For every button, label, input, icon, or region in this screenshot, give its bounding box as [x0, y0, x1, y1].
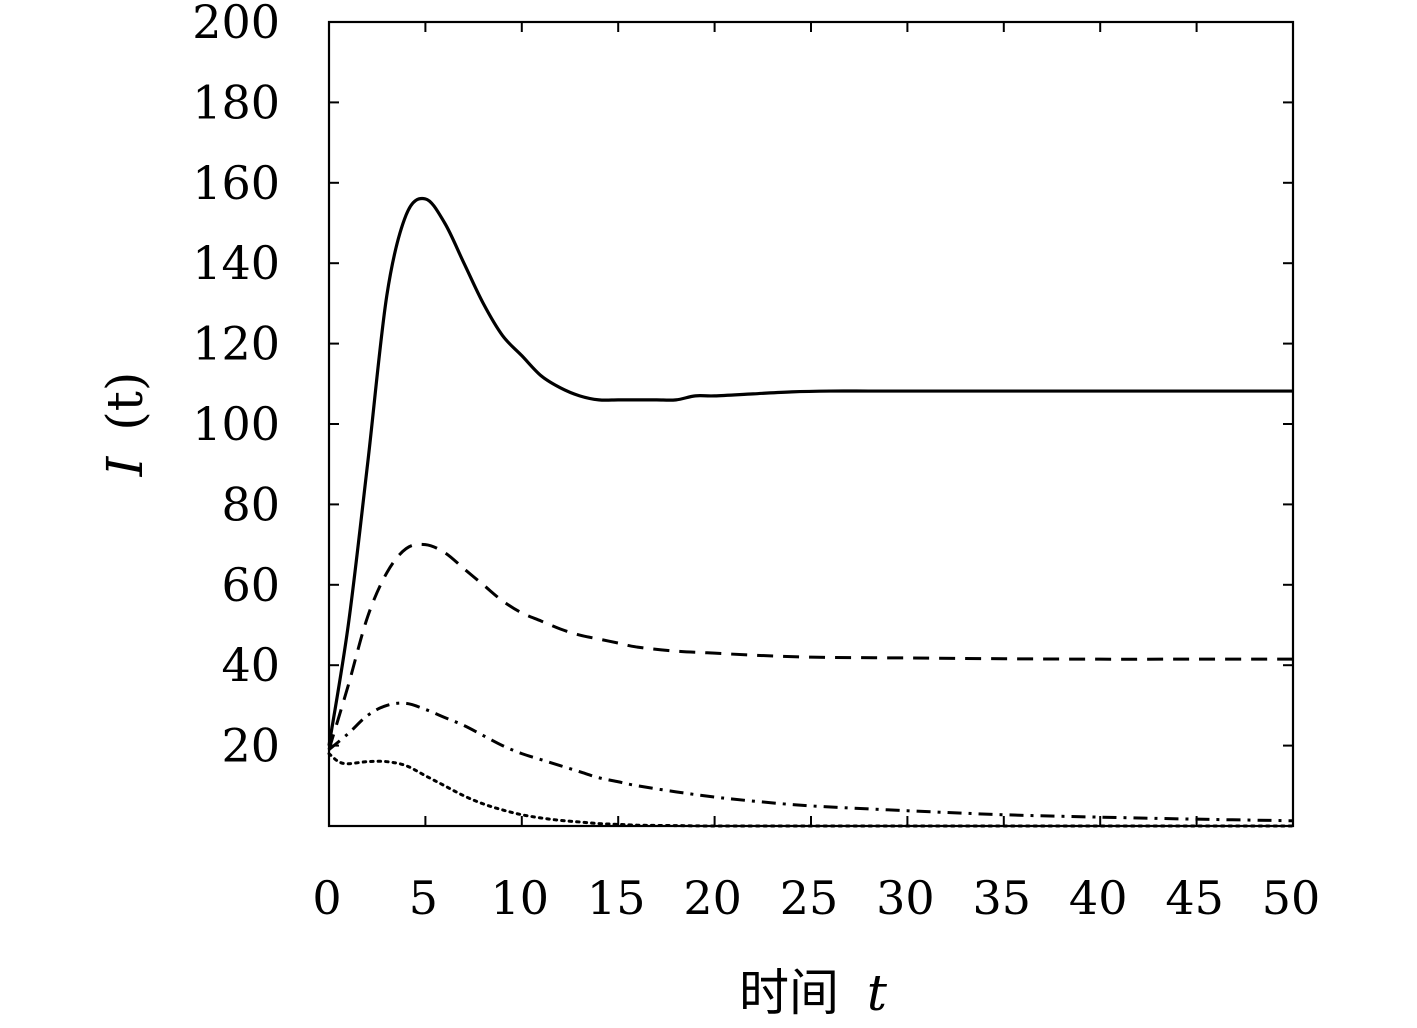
- axis-ticks: [329, 22, 1293, 826]
- x-tick-labels: 0 5 10 15 20 25 30 35 40 45 50: [312, 871, 1320, 925]
- series-layer: [327, 196, 1295, 828]
- x-tick-label-2: 10: [491, 871, 550, 925]
- y-tick-label-8: 180: [192, 75, 280, 129]
- y-axis-label-rest: (t): [96, 372, 154, 431]
- x-axis-label-variable: t: [867, 964, 888, 1022]
- series-line-solid: [327, 196, 1293, 746]
- y-tick-label-9: 200: [192, 0, 280, 49]
- y-tick-label-5: 120: [192, 317, 280, 371]
- x-tick-label-10: 50: [1262, 871, 1321, 925]
- y-tick-labels: 20 40 60 80 100 120 140 160 180 200: [192, 0, 280, 773]
- y-tick-label-6: 140: [192, 236, 280, 290]
- y-tick-label-2: 60: [221, 558, 280, 612]
- x-tick-label-1: 5: [409, 871, 438, 925]
- x-tick-label-5: 25: [780, 871, 839, 925]
- x-axis-label-prefix: 时间: [739, 964, 839, 1022]
- x-tick-label-3: 15: [587, 871, 646, 925]
- x-tick-label-9: 45: [1165, 871, 1224, 925]
- y-tick-label-3: 80: [221, 477, 280, 531]
- y-axis-label: I (t): [96, 372, 154, 478]
- x-tick-label-8: 40: [1069, 871, 1128, 925]
- x-axis-label: 时间 t: [739, 964, 888, 1022]
- series-line-dashed: [327, 542, 1293, 751]
- y-tick-label-7: 160: [192, 156, 280, 210]
- x-tick-label-7: 35: [973, 871, 1032, 925]
- x-tick-label-0: 0: [312, 871, 341, 925]
- series-line-dashdot: [328, 701, 1294, 823]
- plot-frame: [327, 20, 1295, 828]
- y-tick-label-4: 100: [192, 397, 280, 451]
- y-axis-label-variable: I: [96, 455, 154, 477]
- x-tick-label-4: 20: [683, 871, 742, 925]
- y-tick-label-0: 20: [221, 719, 280, 773]
- x-tick-label-6: 30: [876, 871, 935, 925]
- y-tick-label-1: 40: [221, 638, 280, 692]
